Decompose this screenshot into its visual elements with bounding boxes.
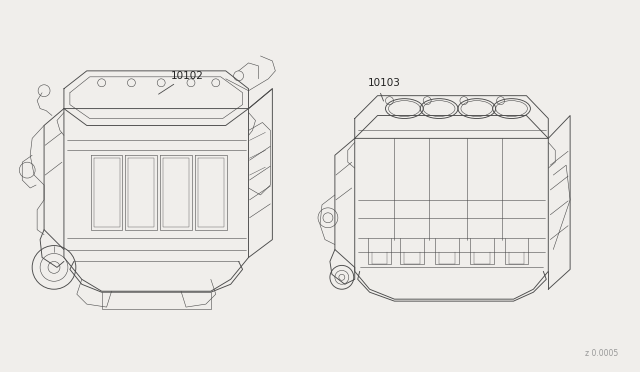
Text: z 0.0005: z 0.0005 (584, 349, 618, 358)
Text: 10102: 10102 (171, 71, 204, 81)
Text: 10103: 10103 (367, 78, 401, 88)
